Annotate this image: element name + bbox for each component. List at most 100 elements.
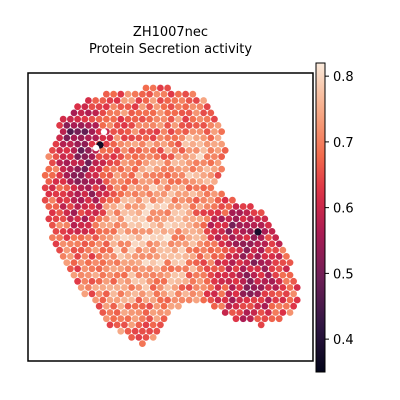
spot-point — [207, 259, 215, 266]
spot-point — [243, 284, 251, 291]
spot-point — [99, 159, 107, 167]
spot-point — [218, 203, 226, 210]
spot-point — [175, 103, 182, 111]
spot-point — [139, 190, 146, 198]
spot-point — [290, 290, 297, 298]
spot-point — [160, 190, 168, 198]
chart-subtitle: Protein Secretion activity — [88, 42, 253, 57]
spot-point — [81, 228, 89, 235]
spot-point — [128, 271, 136, 279]
spot-point — [63, 147, 71, 154]
spot-point — [95, 302, 103, 310]
chart-title: ZH1007nec — [132, 25, 209, 40]
spot-point — [117, 327, 125, 335]
spot-point — [135, 334, 143, 341]
spot-point — [74, 115, 81, 123]
spot-point — [157, 159, 164, 167]
spot-point — [265, 284, 272, 291]
spot-point — [200, 134, 208, 142]
spot-point — [149, 209, 157, 217]
spot-point — [124, 265, 132, 273]
spot-point — [92, 234, 99, 242]
spot-point — [92, 209, 99, 217]
spot-point — [88, 203, 96, 210]
spot-point — [149, 109, 157, 117]
spot-point — [146, 228, 154, 235]
spot-point — [77, 171, 85, 179]
spot-point — [135, 184, 143, 192]
spot-point — [218, 215, 226, 223]
spot-point — [121, 271, 128, 279]
colorbar: 0.4 0.5 0.6 0.7 0.8 — [315, 62, 354, 373]
spot-point — [189, 103, 197, 111]
spot-point — [247, 290, 254, 298]
spot-point — [203, 190, 211, 198]
spot-point — [128, 171, 136, 179]
spot-point — [272, 309, 279, 316]
spot-point — [124, 203, 132, 210]
spot-point — [135, 234, 143, 242]
spot-point — [117, 190, 125, 198]
spot-point — [229, 246, 236, 254]
spot-point — [207, 234, 215, 242]
spot-point — [63, 159, 71, 167]
spot-point — [218, 240, 226, 248]
spot-point — [239, 228, 247, 235]
spot-point — [49, 184, 56, 192]
spot-point — [185, 296, 193, 304]
spot-point — [77, 246, 85, 254]
spot-point — [290, 302, 297, 310]
spot-point — [153, 203, 161, 210]
spot-point — [167, 90, 175, 98]
spot-point — [124, 128, 132, 136]
spot-point — [193, 196, 200, 204]
spot-point — [225, 253, 233, 260]
spot-point — [99, 284, 107, 291]
spot-point — [106, 234, 114, 242]
spot-point — [110, 277, 117, 285]
spot-point — [99, 122, 107, 129]
spot-point — [70, 259, 78, 266]
spot-point — [236, 296, 244, 304]
spot-point — [95, 203, 103, 210]
spot-point — [254, 302, 261, 310]
spot-point — [232, 302, 240, 310]
spot-point — [128, 196, 136, 204]
spot-point — [77, 184, 85, 192]
spot-point — [185, 271, 193, 279]
spot-point — [103, 190, 110, 198]
spot-point — [106, 122, 114, 129]
spot-point — [175, 240, 182, 248]
spot-point — [185, 196, 193, 204]
spot-point — [135, 159, 143, 167]
spot-point — [121, 259, 128, 266]
spot-point — [77, 284, 85, 291]
spot-point — [110, 290, 117, 298]
spot-point-extreme — [254, 228, 262, 236]
spot-point — [178, 246, 186, 254]
spot-point — [117, 265, 125, 273]
spot-point — [113, 109, 121, 117]
spot-point — [175, 228, 182, 235]
spot-point — [189, 228, 197, 235]
spot-point — [67, 228, 74, 235]
spot-point — [207, 196, 215, 204]
spot-point — [185, 147, 193, 154]
spot-point — [164, 97, 172, 104]
spot-point — [88, 290, 96, 298]
spot-point — [178, 122, 186, 129]
spot-point — [164, 271, 172, 279]
spot-point — [110, 165, 117, 173]
spot-point — [265, 271, 272, 279]
spot-point — [59, 165, 67, 173]
spot-point — [182, 178, 190, 185]
spot-point — [88, 253, 96, 260]
spot-point — [160, 178, 168, 185]
spot-point — [178, 159, 186, 167]
spot-point — [211, 290, 218, 298]
spot-point — [218, 190, 226, 198]
spot-point — [85, 234, 92, 242]
spot-point — [203, 277, 211, 285]
spot-point — [99, 234, 107, 242]
spot-point — [74, 265, 81, 273]
